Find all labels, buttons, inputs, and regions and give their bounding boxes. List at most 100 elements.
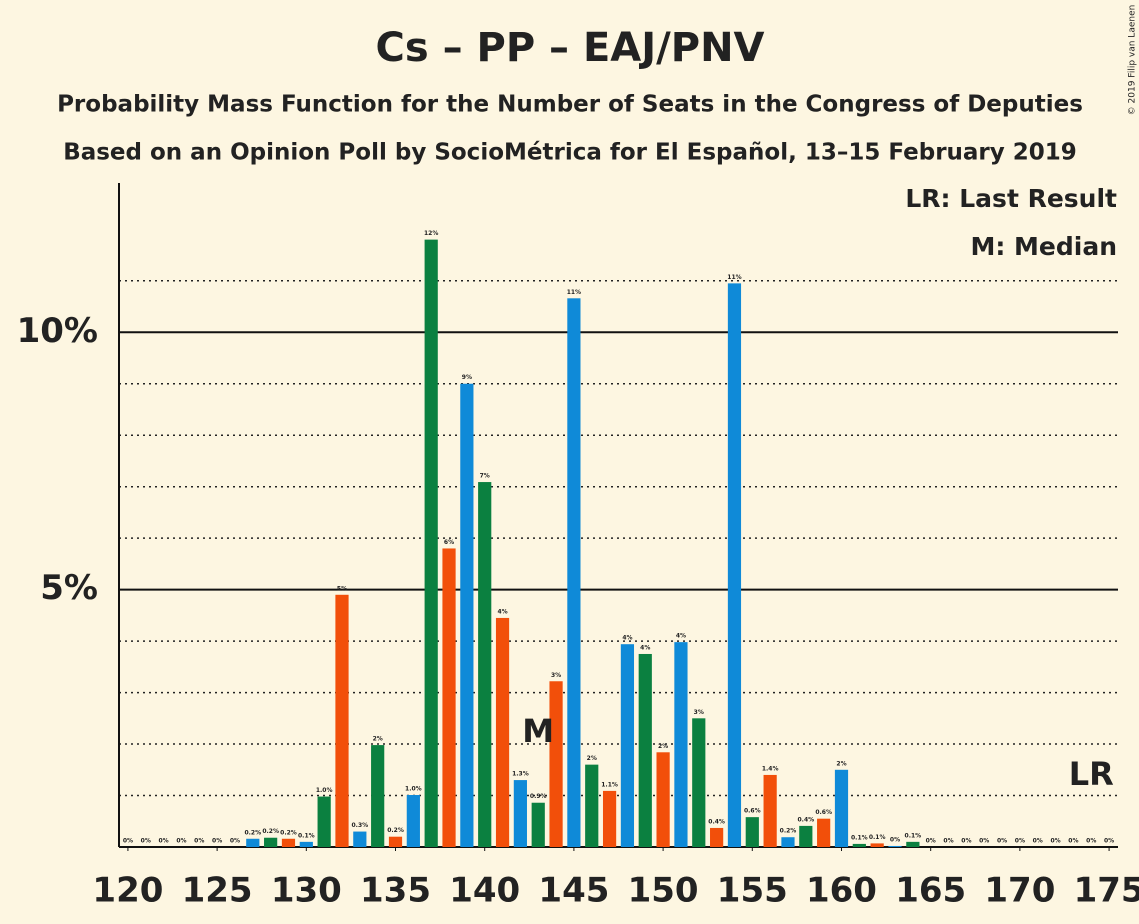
value-label: 0% (141, 838, 151, 845)
x-tick-label: 175 (1074, 871, 1139, 911)
bar (264, 837, 278, 847)
value-label: 2% (587, 755, 597, 762)
value-label: 0% (194, 838, 204, 845)
value-label: 0% (926, 838, 936, 845)
bar (478, 482, 492, 847)
bar (620, 644, 635, 847)
value-label: 0.1% (869, 834, 886, 841)
bar (246, 838, 260, 847)
bar (710, 827, 724, 847)
value-label: 5% (337, 585, 347, 592)
value-label: 0.6% (815, 809, 832, 816)
bar (763, 774, 777, 847)
x-tick-label: 130 (271, 871, 342, 911)
value-label: 0% (979, 838, 989, 845)
bar (531, 802, 545, 847)
x-tick-label: 135 (360, 871, 431, 911)
value-label: 1.0% (405, 786, 422, 793)
bar (781, 837, 795, 847)
value-label: 0.2% (387, 827, 404, 834)
bar (299, 841, 313, 847)
value-label: 3% (551, 672, 561, 679)
value-label: 1.3% (512, 771, 529, 778)
x-tick-label: 125 (182, 871, 253, 911)
bar (870, 843, 884, 847)
annotation: LR (1069, 755, 1114, 793)
bar (388, 836, 403, 847)
bar (692, 718, 706, 847)
legend-entry: M: Median (970, 232, 1117, 261)
bar (602, 790, 617, 847)
x-tick-label: 120 (92, 871, 163, 911)
value-label: 0.9% (530, 793, 547, 800)
value-label: 0% (1033, 838, 1043, 845)
bar (495, 617, 510, 847)
x-tick-label: 160 (806, 871, 877, 911)
y-tick-label: 10% (17, 311, 98, 351)
bar (674, 642, 688, 847)
value-label: 4% (497, 608, 507, 615)
credit: © 2019 Filip van Laenen (1128, 5, 1138, 116)
x-tick-label: 165 (895, 871, 966, 911)
bar (335, 594, 349, 847)
bar (317, 796, 331, 847)
y-tick-label: 5% (40, 568, 98, 608)
value-label: 1.4% (762, 765, 779, 772)
value-label: 0% (176, 838, 186, 845)
x-tick-label: 150 (628, 871, 699, 911)
value-label: 0% (1068, 838, 1078, 845)
bar (817, 818, 831, 847)
value-label: 0.3% (352, 822, 369, 829)
bar (442, 548, 456, 847)
value-label: 0.2% (780, 828, 797, 835)
value-label: 0% (230, 838, 240, 845)
annotation: M (522, 712, 554, 750)
bar (424, 239, 438, 848)
value-label: 0% (159, 838, 169, 845)
chart-title: Cs – PP – EAJ/PNV (375, 25, 764, 71)
value-label: 3% (694, 709, 704, 716)
subtitle: Based on an Opinion Poll by SocioMétrica… (63, 140, 1077, 166)
value-label: 0% (123, 838, 133, 845)
value-label: 0.4% (797, 816, 814, 823)
bar (371, 745, 385, 847)
bar (834, 769, 849, 847)
value-label: 0% (943, 838, 953, 845)
value-label: 0% (997, 838, 1007, 845)
bar (549, 681, 563, 847)
value-label: 0.1% (298, 832, 315, 839)
value-label: 6% (444, 539, 454, 546)
value-label: 2% (658, 743, 668, 750)
bar (406, 795, 420, 847)
value-label: 0% (1086, 838, 1096, 845)
bar (585, 764, 599, 847)
bar (460, 383, 474, 847)
value-label: 7% (480, 473, 490, 480)
value-label: 0.6% (744, 808, 761, 815)
value-label: 4% (676, 633, 686, 640)
value-label: 0.4% (708, 818, 725, 825)
value-label: 0.2% (262, 828, 279, 835)
bar (852, 843, 866, 847)
bar (745, 817, 759, 847)
value-label: 4% (640, 644, 650, 651)
value-label: 1.1% (601, 781, 618, 788)
bar (638, 653, 652, 847)
bar (799, 825, 813, 847)
x-tick-label: 155 (717, 871, 788, 911)
value-label: 0% (1104, 838, 1114, 845)
bar (513, 780, 527, 847)
x-tick-label: 170 (984, 871, 1055, 911)
x-tick-label: 145 (538, 871, 609, 911)
bar (353, 831, 367, 847)
value-label: 11% (567, 289, 581, 296)
value-label: 0.1% (851, 834, 868, 841)
value-label: 0% (1050, 838, 1060, 845)
bar (727, 283, 742, 848)
legend-entry: LR: Last Result (905, 184, 1117, 213)
value-label: 1.0% (316, 787, 333, 794)
value-label: 0.1% (905, 832, 922, 839)
subtitle: Probability Mass Function for the Number… (57, 92, 1083, 118)
bar (656, 752, 670, 847)
